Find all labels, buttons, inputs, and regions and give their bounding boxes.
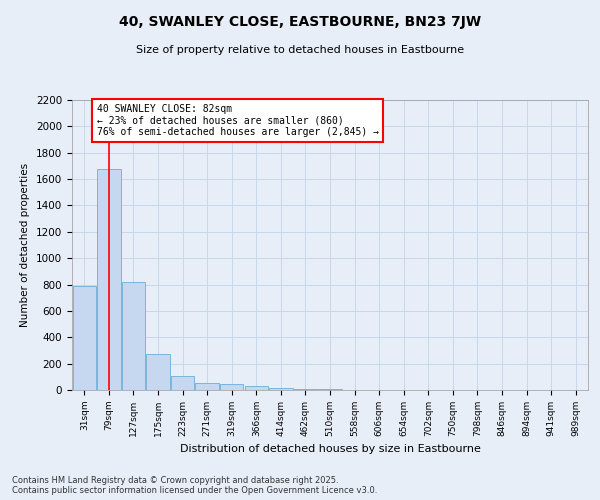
Bar (97, 168, 121, 390)
Y-axis label: Number of detached properties: Number of detached properties (20, 163, 31, 327)
Bar (220, 384, 244, 390)
Bar (146, 354, 170, 390)
Bar (73, 286, 96, 390)
Text: 40, SWANLEY CLOSE, EASTBOURNE, BN23 7JW: 40, SWANLEY CLOSE, EASTBOURNE, BN23 7JW (119, 15, 481, 29)
Bar (245, 386, 268, 390)
Text: Contains HM Land Registry data © Crown copyright and database right 2025.
Contai: Contains HM Land Registry data © Crown c… (12, 476, 377, 495)
Bar (196, 384, 219, 390)
X-axis label: Distribution of detached houses by size in Eastbourne: Distribution of detached houses by size … (179, 444, 481, 454)
Text: Size of property relative to detached houses in Eastbourne: Size of property relative to detached ho… (136, 45, 464, 55)
Text: 40 SWANLEY CLOSE: 82sqm
← 23% of detached houses are smaller (860)
76% of semi-d: 40 SWANLEY CLOSE: 82sqm ← 23% of detache… (97, 104, 379, 137)
Bar (122, 282, 145, 390)
Bar (294, 388, 317, 390)
Bar (269, 388, 293, 390)
Bar (171, 376, 194, 390)
